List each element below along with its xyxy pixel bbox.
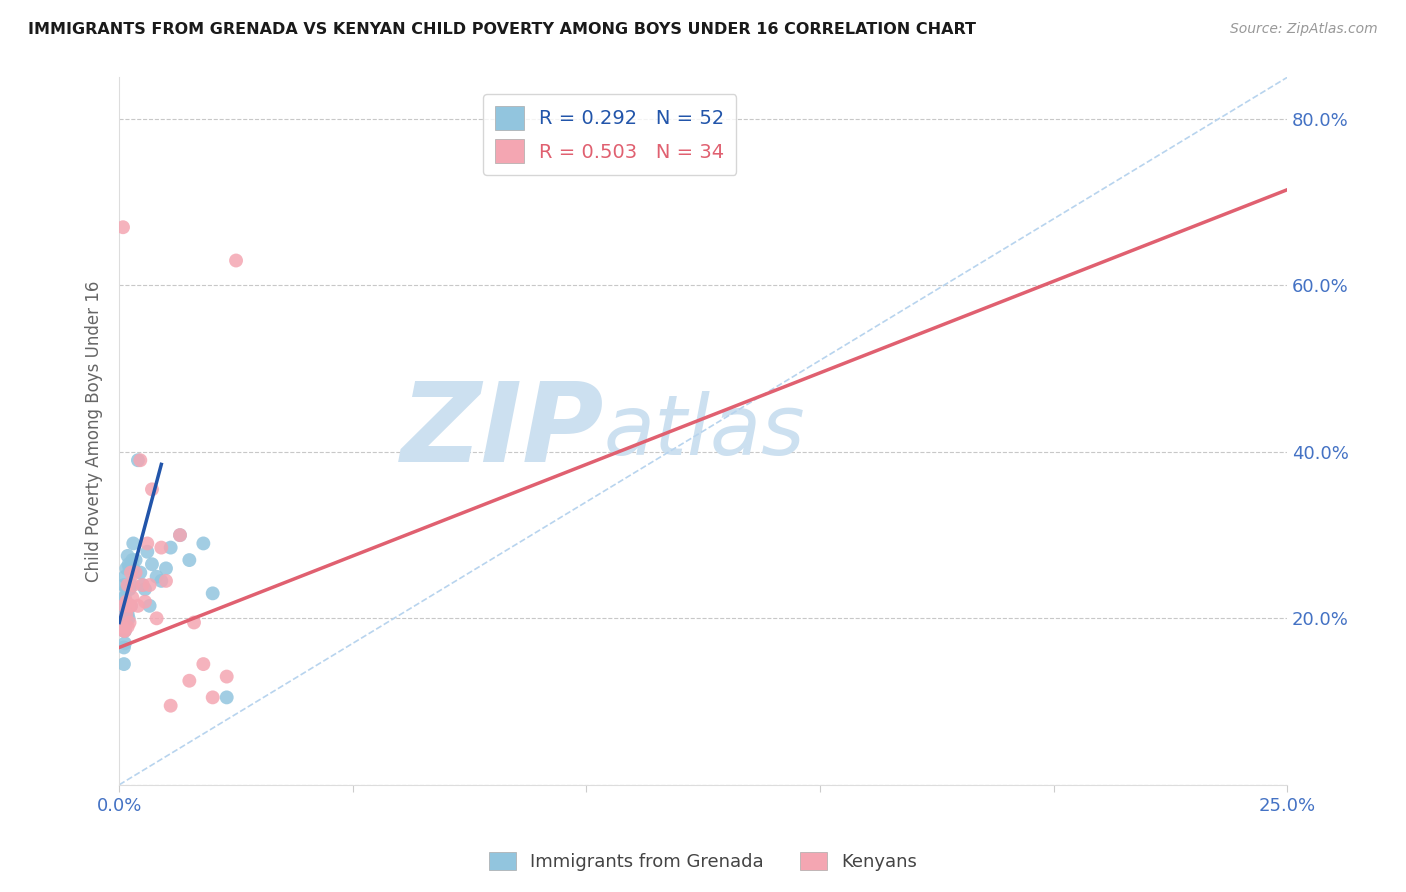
Point xyxy=(145,611,167,625)
Text: atlas: atlas xyxy=(605,391,806,472)
Point xyxy=(114,636,136,650)
Point xyxy=(169,528,191,542)
Point xyxy=(120,578,142,592)
Point xyxy=(129,453,152,467)
Point xyxy=(193,536,215,550)
Point xyxy=(112,599,135,613)
Point xyxy=(120,599,142,613)
Point xyxy=(215,669,238,683)
Point xyxy=(112,578,135,592)
Point xyxy=(145,570,167,584)
Point xyxy=(124,566,146,580)
Point xyxy=(112,591,135,605)
Point xyxy=(114,624,136,638)
Point xyxy=(159,698,181,713)
Point xyxy=(159,541,181,555)
Point xyxy=(114,570,136,584)
Point xyxy=(118,615,141,630)
Point xyxy=(131,578,153,592)
Point xyxy=(115,615,138,630)
Point xyxy=(124,553,146,567)
Point xyxy=(127,599,149,613)
Y-axis label: Child Poverty Among Boys Under 16: Child Poverty Among Boys Under 16 xyxy=(86,280,103,582)
Point xyxy=(155,561,177,575)
Point xyxy=(155,574,177,588)
Point xyxy=(201,586,224,600)
Point xyxy=(150,574,173,588)
Point xyxy=(122,578,145,592)
Point xyxy=(121,553,143,567)
Point xyxy=(110,620,132,634)
Point xyxy=(122,536,145,550)
Point xyxy=(138,599,160,613)
Point xyxy=(179,553,201,567)
Point xyxy=(141,483,163,497)
Point xyxy=(117,599,139,613)
Point xyxy=(136,545,159,559)
Point xyxy=(118,582,141,597)
Point xyxy=(117,582,139,597)
Text: Source: ZipAtlas.com: Source: ZipAtlas.com xyxy=(1230,22,1378,37)
Text: ZIP: ZIP xyxy=(401,377,605,484)
Point xyxy=(111,611,134,625)
Point xyxy=(111,620,134,634)
Point xyxy=(117,549,139,563)
Point xyxy=(115,599,138,613)
Point xyxy=(201,690,224,705)
Point xyxy=(183,615,205,630)
Point xyxy=(117,611,139,625)
Point xyxy=(117,620,139,634)
Point xyxy=(179,673,201,688)
Point xyxy=(111,220,134,235)
Point xyxy=(138,578,160,592)
Legend: Immigrants from Grenada, Kenyans: Immigrants from Grenada, Kenyans xyxy=(481,845,925,879)
Point xyxy=(115,595,138,609)
Point xyxy=(112,624,135,638)
Point xyxy=(114,603,136,617)
Point xyxy=(117,607,139,622)
Point xyxy=(112,599,135,613)
Point xyxy=(131,578,153,592)
Point xyxy=(120,599,142,613)
Point xyxy=(114,591,136,605)
Point xyxy=(115,582,138,597)
Point xyxy=(136,536,159,550)
Point xyxy=(120,566,142,580)
Point xyxy=(117,558,139,572)
Point xyxy=(134,582,156,597)
Point xyxy=(127,453,149,467)
Point xyxy=(169,528,191,542)
Point xyxy=(111,599,134,613)
Point xyxy=(112,640,135,655)
Point xyxy=(110,615,132,630)
Legend: R = 0.292   N = 52, R = 0.503   N = 34: R = 0.292 N = 52, R = 0.503 N = 34 xyxy=(484,95,737,175)
Point xyxy=(112,657,135,672)
Point xyxy=(112,611,135,625)
Point xyxy=(114,624,136,638)
Point xyxy=(115,607,138,622)
Point xyxy=(225,253,247,268)
Point xyxy=(121,591,143,605)
Text: IMMIGRANTS FROM GRENADA VS KENYAN CHILD POVERTY AMONG BOYS UNDER 16 CORRELATION : IMMIGRANTS FROM GRENADA VS KENYAN CHILD … xyxy=(28,22,976,37)
Point xyxy=(115,561,138,575)
Point xyxy=(193,657,215,672)
Point xyxy=(141,558,163,572)
Point xyxy=(215,690,238,705)
Point xyxy=(134,595,156,609)
Point xyxy=(118,561,141,575)
Point xyxy=(117,582,139,597)
Point xyxy=(117,578,139,592)
Point xyxy=(110,607,132,622)
Point xyxy=(122,561,145,575)
Point xyxy=(110,599,132,613)
Point xyxy=(129,566,152,580)
Point xyxy=(150,541,173,555)
Point xyxy=(112,624,135,638)
